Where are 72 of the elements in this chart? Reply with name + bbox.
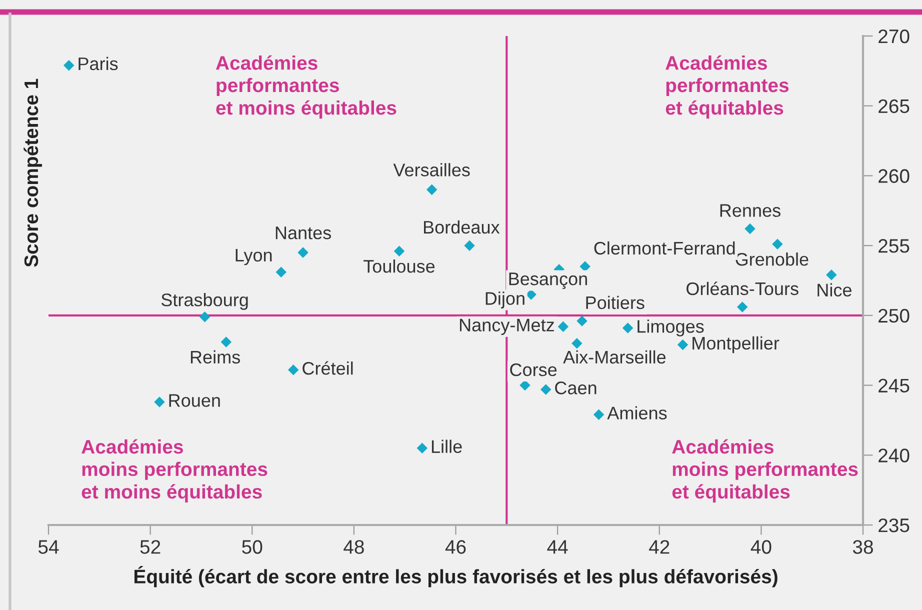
y-tick-label: 240 bbox=[878, 448, 910, 462]
annotation: Versailles bbox=[393, 163, 470, 176]
annotation: Orléans-Tours bbox=[686, 282, 798, 296]
x-tick-label: 46 bbox=[445, 540, 466, 554]
annotation: Clermont-Ferrand bbox=[594, 241, 735, 255]
point bbox=[736, 302, 748, 312]
annotation: Corse bbox=[510, 363, 557, 376]
y-tick-label: 245 bbox=[878, 378, 910, 393]
annotation: Amiens bbox=[607, 406, 667, 420]
point bbox=[276, 266, 287, 278]
annotation: Nice bbox=[818, 283, 852, 297]
x-tick-label: 52 bbox=[140, 540, 160, 554]
y-tick-label: 250 bbox=[878, 308, 910, 323]
point bbox=[426, 184, 438, 196]
point bbox=[744, 223, 756, 234]
x-tick-label: 48 bbox=[344, 540, 364, 554]
point bbox=[826, 270, 837, 280]
annotation: Limoges bbox=[638, 320, 704, 336]
annotation: Créteil bbox=[302, 361, 353, 375]
point bbox=[572, 338, 582, 349]
x-tick-label: 54 bbox=[38, 540, 59, 554]
point bbox=[580, 261, 590, 272]
point bbox=[593, 409, 604, 420]
annotation: Dijon bbox=[486, 292, 524, 308]
annotation: Académies performantes et équitables bbox=[666, 55, 789, 119]
point bbox=[199, 311, 210, 322]
x-tick-label: 44 bbox=[547, 540, 568, 554]
annotation: Nancy-Metz bbox=[460, 318, 554, 336]
point bbox=[220, 336, 232, 348]
y-tick-label: 270 bbox=[878, 29, 910, 44]
annotation: Strasbourg bbox=[161, 293, 248, 310]
point bbox=[540, 384, 552, 395]
annotation: Reims bbox=[190, 350, 240, 364]
y-axis-title: Score compétence 1 bbox=[24, 78, 42, 267]
annotation: Toulouse bbox=[364, 259, 435, 273]
x-tick-label: 40 bbox=[750, 540, 772, 554]
point bbox=[464, 240, 475, 251]
annotation: Académies performantes et moins équitables bbox=[216, 55, 396, 119]
annotation: Paris bbox=[78, 56, 118, 70]
annotation: Académies moins performantes et moins équitables bbox=[82, 439, 268, 502]
x-axis-title: Équité (écart de score entre les plus favorisés et les plus défavorisés) bbox=[134, 566, 778, 588]
point bbox=[558, 321, 569, 332]
annotation: Nantes bbox=[276, 226, 331, 240]
x-tick-label: 50 bbox=[242, 540, 262, 554]
point bbox=[576, 316, 588, 326]
point bbox=[298, 247, 308, 258]
annotation: Académies moins performantes et équitables bbox=[672, 439, 858, 502]
point bbox=[677, 339, 688, 350]
annotation: Bordeaux bbox=[424, 220, 500, 234]
annotation: Lille bbox=[432, 440, 462, 454]
point bbox=[288, 364, 299, 376]
annotation: Grenoble bbox=[736, 252, 808, 266]
annotation: Rouen bbox=[169, 394, 220, 407]
point bbox=[63, 60, 74, 71]
point bbox=[772, 238, 783, 250]
annotation: Besançon bbox=[509, 272, 587, 289]
annotation: Caen bbox=[555, 382, 596, 394]
point bbox=[154, 396, 165, 408]
x-tick-label: 42 bbox=[649, 540, 670, 554]
point bbox=[416, 442, 428, 454]
x-tick-label: 38 bbox=[852, 540, 873, 554]
y-tick-label: 235 bbox=[878, 518, 910, 532]
point bbox=[622, 322, 634, 334]
annotation: Poitiers bbox=[586, 296, 644, 310]
annotation: Montpellier bbox=[692, 336, 780, 354]
annotation: Rennes bbox=[720, 204, 780, 217]
y-tick-label: 265 bbox=[878, 99, 910, 114]
point bbox=[394, 246, 405, 257]
y-tick-label: 260 bbox=[878, 169, 910, 183]
y-tick-label: 255 bbox=[878, 239, 910, 253]
annotation: Lyon bbox=[236, 249, 272, 266]
annotation: Aix-Marseille bbox=[563, 350, 666, 364]
